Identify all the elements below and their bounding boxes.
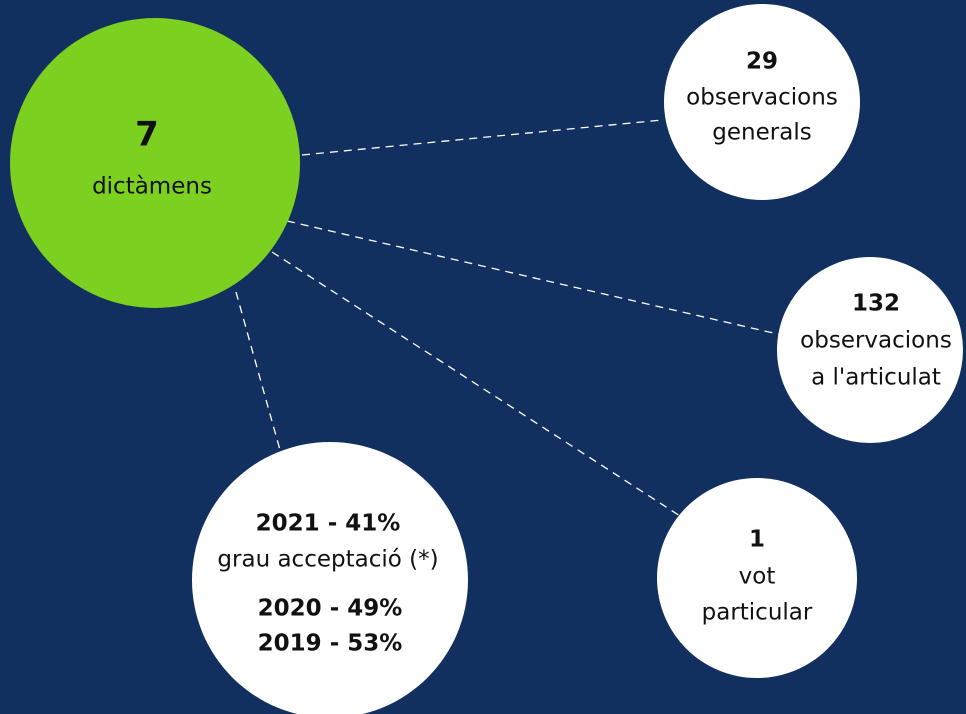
connector [286, 220, 783, 336]
node-label: a l'articulat [811, 365, 941, 391]
node-label: observacions [800, 328, 952, 354]
node-circle [777, 257, 963, 443]
node-label: generals [712, 120, 811, 146]
node-label: observacions [686, 85, 838, 111]
node-circle [664, 4, 860, 200]
node-label: vot [739, 564, 776, 590]
node-number: 1 [749, 527, 765, 553]
node-number: 29 [746, 49, 778, 75]
connector [301, 119, 663, 156]
node-number: 2021 - 41% [256, 511, 401, 537]
node-circle [657, 478, 857, 678]
connector [271, 251, 681, 517]
node-number: 2019 - 53% [258, 631, 403, 657]
node-number: 7 [135, 115, 159, 155]
node-number: 132 [852, 291, 900, 317]
node-label: particular [702, 600, 813, 626]
node-circle [192, 442, 468, 714]
node-number: 2020 - 49% [258, 596, 403, 622]
node-label: grau acceptació (*) [217, 547, 438, 573]
node-label: dictàmens [92, 174, 212, 200]
main-circle [10, 18, 300, 308]
